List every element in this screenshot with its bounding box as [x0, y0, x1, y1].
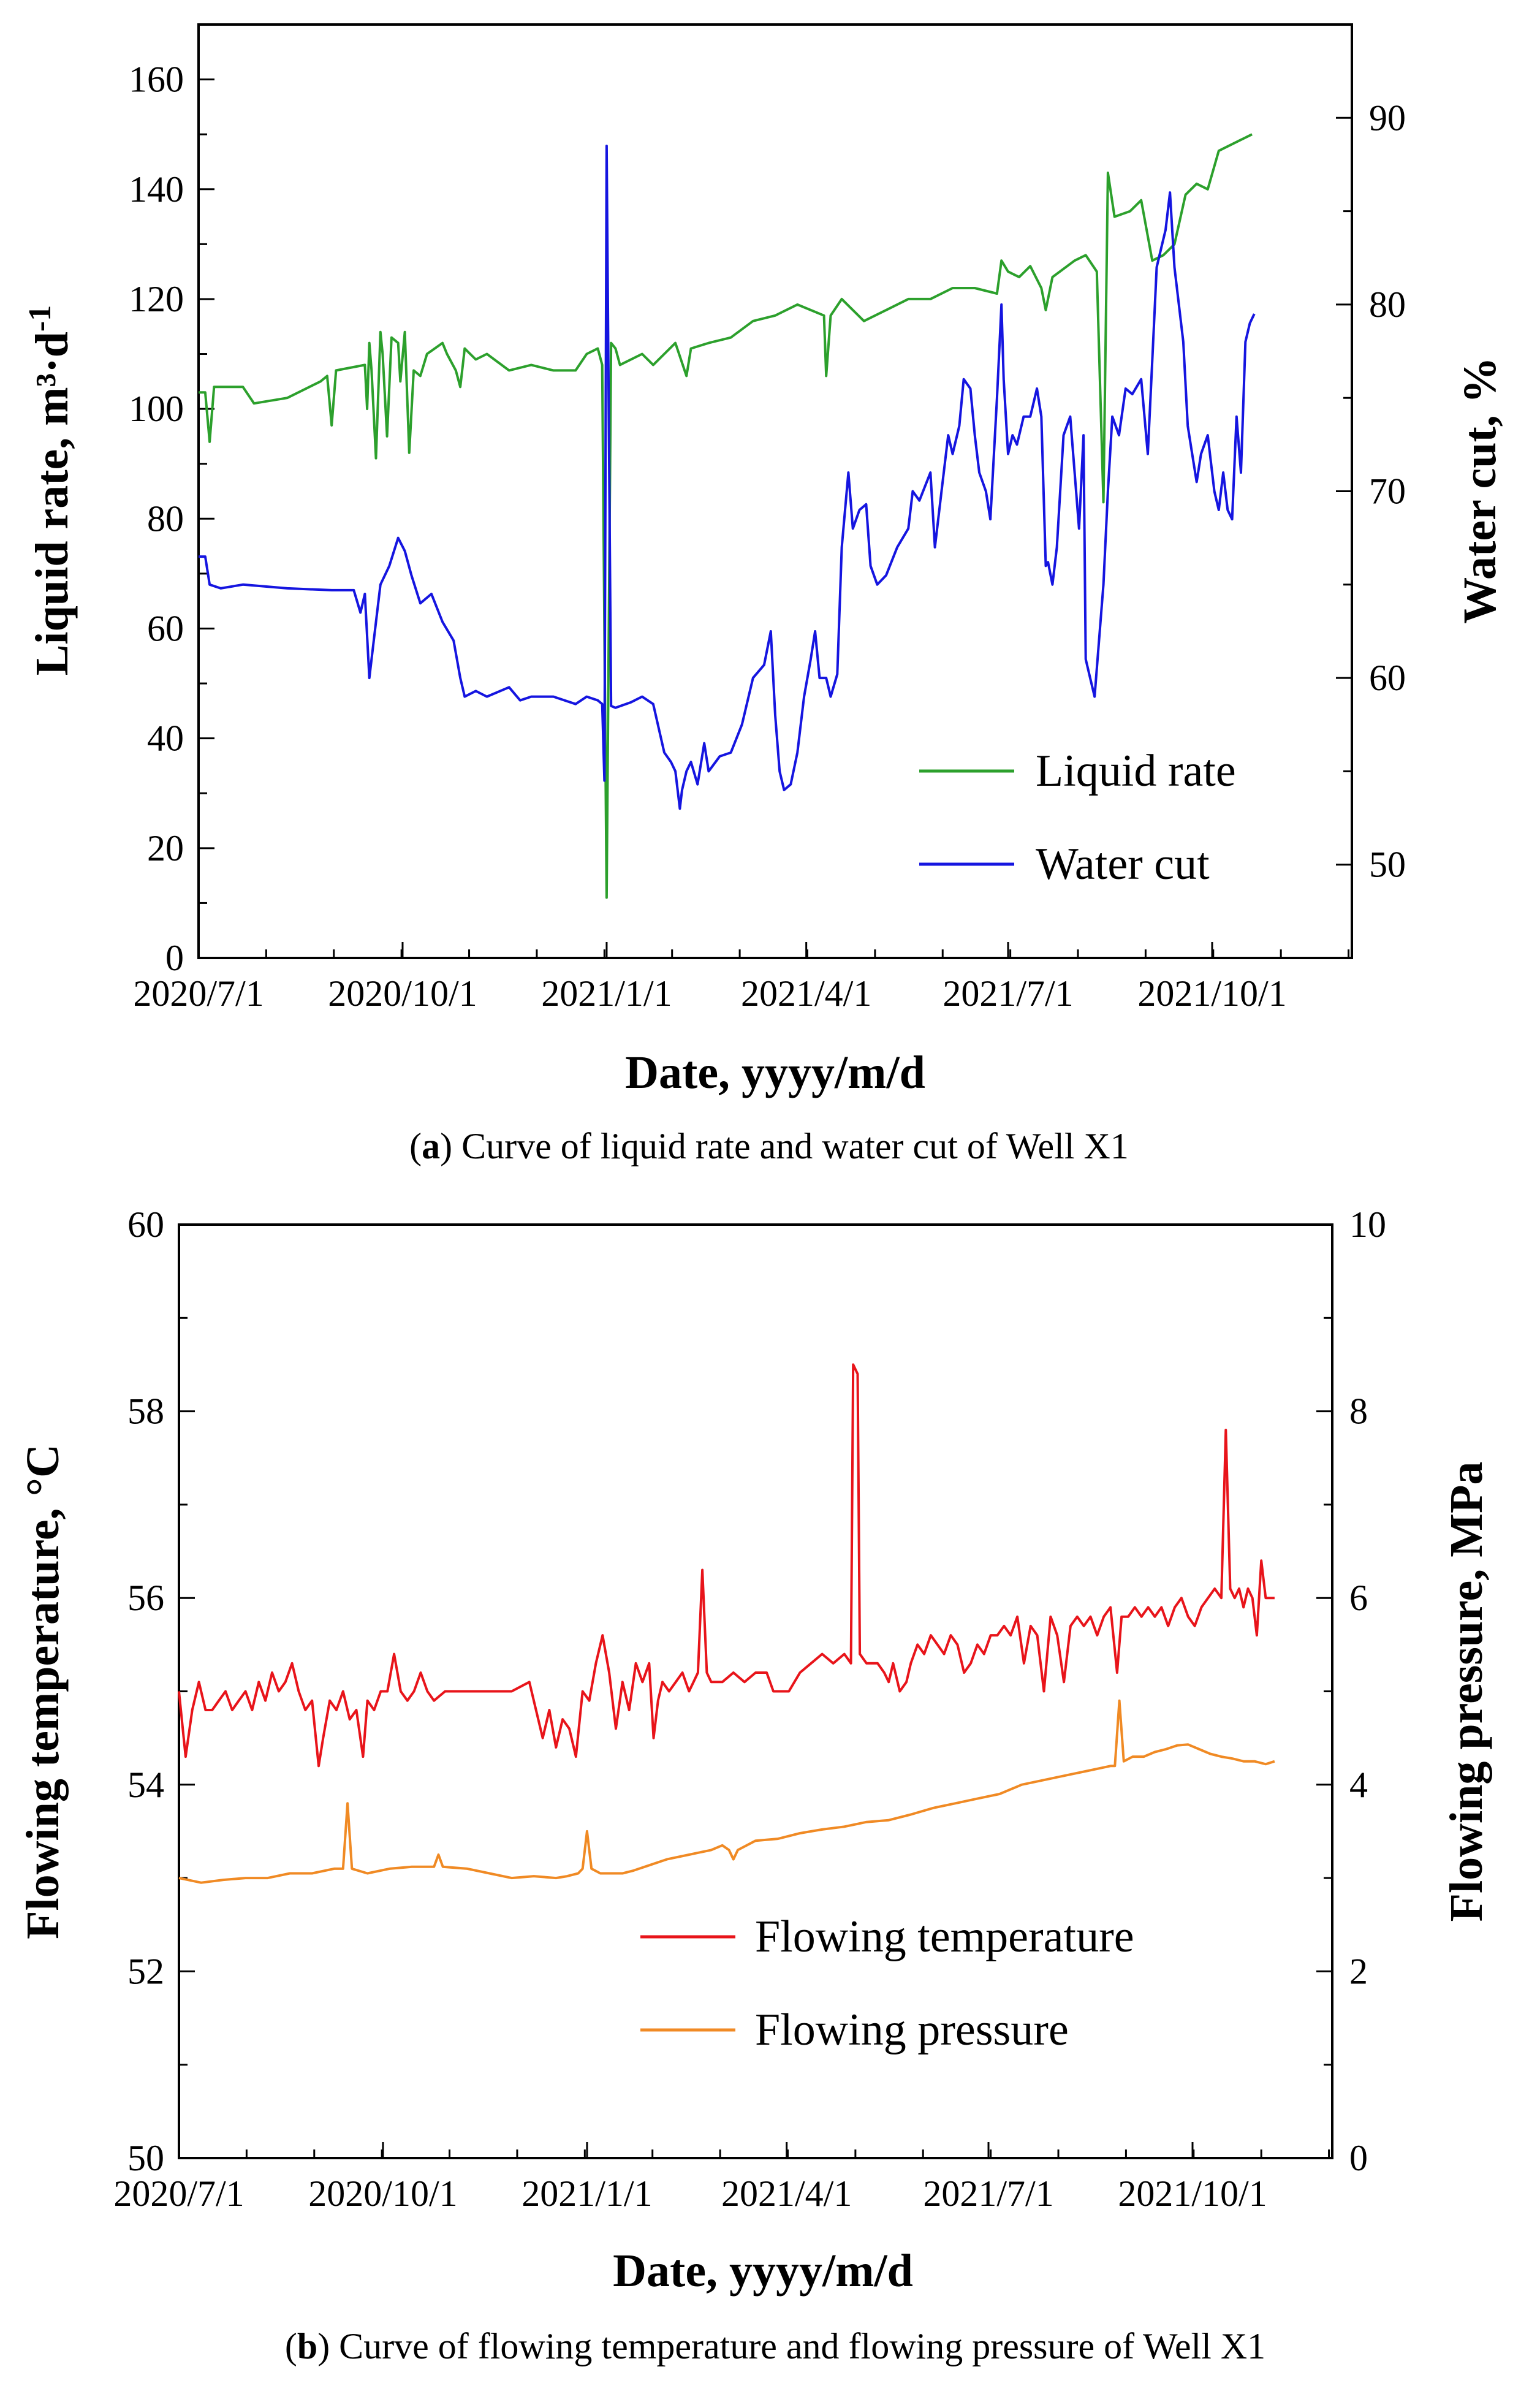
y-right-tick-label: 70: [1369, 471, 1406, 512]
y-left-tick-label: 80: [147, 498, 184, 539]
y-axis-label-right-a: Water cut, %: [1454, 357, 1506, 624]
legend-label-water-cut: Water cut: [1036, 839, 1210, 889]
y-left-tick-label: 120: [129, 279, 184, 319]
x-tick-label: 2021/4/1: [721, 2173, 852, 2214]
axis-ticks-a: 2020/7/1 2020/10/1 2021/1/1 2021/4/1 2021/7/…: [129, 23, 1406, 1014]
y-left-tick-label: 50: [127, 2138, 164, 2178]
y-left-tick-label: 160: [129, 59, 184, 100]
x-axis-label-b: Date, yyyy/m/d: [613, 2245, 913, 2297]
caption-b-text: Curve of flowing temperature and flowing…: [330, 2326, 1265, 2366]
series-group-b: [178, 1363, 1275, 1884]
y-right-tick-label: 90: [1369, 97, 1406, 138]
caption-a-text: Curve of liquid rate and water cut of We…: [452, 1126, 1129, 1166]
x-axis-label-a: Date, yyyy/m/d: [625, 1047, 925, 1098]
legend-label-flowing-temperature: Flowing temperature: [755, 1912, 1134, 1962]
y-left-tick-label: 52: [127, 1951, 164, 1991]
x-tick-label: 2021/10/1: [1118, 2173, 1267, 2214]
y-left-tick-label: 100: [129, 389, 184, 429]
y-left-tick-label: 54: [127, 1765, 164, 1805]
panel-a-liquid-rate-water-cut: 2020/7/1 2020/10/1 2021/1/1 2021/4/1 2021/7/…: [23, 23, 1506, 1166]
y-left-tick-label: 140: [129, 169, 184, 210]
x-tick-label: 2021/7/1: [943, 973, 1073, 1014]
legend-b: Flowing temperature Flowing pressure: [640, 1912, 1134, 2055]
y-axis-label-left-a-main: Liquid rate, m³·d: [26, 332, 78, 675]
legend-label-liquid-rate: Liquid rate: [1036, 746, 1236, 796]
y-axis-label-left-a: Liquid rate, m³·d-1: [23, 305, 78, 676]
y-left-tick-label: 40: [147, 718, 184, 759]
legend-a: Liquid rate Water cut: [919, 746, 1236, 889]
x-tick-label: 2020/10/1: [308, 2173, 457, 2214]
caption-b-letter: b: [297, 2326, 317, 2366]
axis-ticks-b: 2020/7/1 2020/10/1 2021/1/1 2021/4/1 2021/7/…: [113, 1204, 1386, 2214]
x-tick-label: 2020/10/1: [328, 973, 477, 1014]
y-left-tick-label: 56: [127, 1578, 164, 1618]
y-right-tick-label: 8: [1349, 1391, 1368, 1432]
x-tick-label: 2020/7/1: [133, 973, 264, 1014]
y-right-tick-label: 0: [1349, 2138, 1368, 2178]
x-tick-label: 2021/7/1: [923, 2173, 1053, 2214]
y-left-tick-label: 60: [147, 608, 184, 648]
y-right-tick-label: 60: [1369, 658, 1406, 698]
series-line-water-cut: [199, 145, 1256, 810]
plot-frame-a: [197, 23, 1353, 959]
series-line-flowing-pressure: [178, 1699, 1275, 1884]
caption-b: (b) Curve of flowing temperature and flo…: [285, 2326, 1265, 2366]
x-tick-label: 2021/1/1: [541, 973, 672, 1014]
y-right-tick-label: 4: [1349, 1765, 1368, 1805]
panel-b-temperature-pressure: 2020/7/1 2020/10/1 2021/1/1 2021/4/1 2021/7/…: [17, 1204, 1492, 2366]
y-axis-label-left-b: Flowing temperature, °C: [17, 1444, 69, 1939]
y-right-tick-label: 2: [1349, 1951, 1368, 1991]
x-tick-label: 2020/7/1: [113, 2173, 244, 2214]
y-right-tick-label: 6: [1349, 1578, 1368, 1618]
y-axis-label-right-b: Flowing pressure, MPa: [1441, 1462, 1492, 1922]
y-left-tick-label: 0: [165, 938, 184, 978]
y-axis-label-left-a-exponent: -1: [23, 305, 58, 332]
caption-a: (a) Curve of liquid rate and water cut o…: [409, 1126, 1129, 1166]
x-tick-label: 2021/4/1: [741, 973, 871, 1014]
legend-label-flowing-pressure: Flowing pressure: [755, 2005, 1069, 2055]
series-line-flowing-temperature: [178, 1363, 1275, 1768]
y-right-tick-label: 10: [1349, 1204, 1386, 1245]
y-left-tick-label: 58: [127, 1391, 164, 1432]
series-line-liquid-rate: [199, 133, 1253, 899]
caption-a-letter: a: [422, 1126, 440, 1166]
y-left-tick-label: 20: [147, 828, 184, 868]
y-right-tick-label: 50: [1369, 845, 1406, 885]
y-right-tick-label: 80: [1369, 284, 1406, 325]
y-left-tick-label: 60: [127, 1204, 164, 1245]
series-group-a: [199, 133, 1256, 899]
x-tick-label: 2021/1/1: [522, 2173, 652, 2214]
x-tick-label: 2021/10/1: [1137, 973, 1286, 1014]
